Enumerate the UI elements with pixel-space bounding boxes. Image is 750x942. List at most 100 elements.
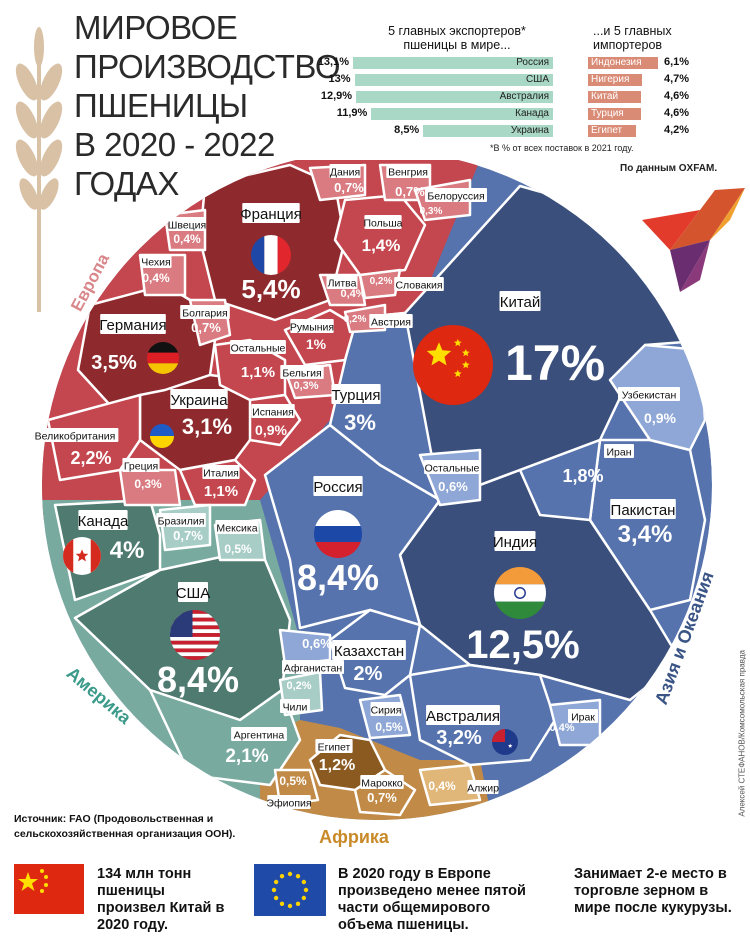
- exporter-bar: [354, 74, 553, 86]
- country-label-box: [122, 458, 160, 472]
- country-label: США: [176, 585, 211, 602]
- country-label-box: [332, 640, 406, 660]
- value-label: 0,3%: [293, 380, 318, 392]
- importer-name: Египет: [591, 125, 623, 136]
- france-flag-icon: [251, 235, 291, 275]
- importer-bar: [588, 74, 642, 86]
- exporter-bar: [353, 57, 553, 69]
- value-label: 8,4%: [297, 557, 379, 598]
- usa-flag-icon: [170, 610, 220, 660]
- importer-pct: 4,6%: [664, 107, 690, 119]
- country-label-box: [282, 660, 344, 674]
- country-label-box: [424, 460, 480, 474]
- country-label: Румыния: [290, 322, 334, 334]
- value-label: 1,4%: [362, 236, 401, 255]
- country-label-box: [499, 291, 541, 311]
- country-label: Швеция: [168, 220, 207, 232]
- country-label-box: [170, 389, 228, 409]
- country-label-box: [100, 314, 166, 334]
- country-label-box: [231, 727, 287, 741]
- value-label: 0,2%: [286, 680, 311, 692]
- country-label: Бельгия: [282, 368, 321, 380]
- value-label: 2,2%: [70, 448, 111, 468]
- trade-row: Канада 11,9% Турция 4,6%: [0, 107, 750, 121]
- country-label: Италия: [203, 468, 239, 480]
- country-label: Остальные: [231, 343, 286, 355]
- country-label: Украина: [170, 392, 228, 409]
- fao-source: Источник: FAO (Продовольственная и сельс…: [14, 813, 236, 840]
- country-label-box: [425, 188, 487, 202]
- exporter-name: Канада: [515, 108, 549, 119]
- eu-star-icon: [273, 879, 279, 885]
- country-label-box: [568, 709, 598, 723]
- country-label-box: [467, 780, 499, 794]
- value-label: 0,3%: [134, 477, 162, 491]
- trade-row: Украина 8,5% Египет 4,2%: [0, 124, 750, 138]
- country-label: Канада: [78, 513, 129, 530]
- importer-name: Турция: [591, 108, 624, 119]
- importer-name: Индонезия: [591, 57, 642, 68]
- country-label-box: [180, 305, 230, 319]
- value-label: 0,5%: [375, 720, 403, 734]
- country-label-box: [178, 582, 208, 602]
- country-label: Казахстан: [334, 643, 404, 660]
- value-label: 0,2%: [344, 314, 367, 325]
- value-label: 0,9%: [644, 410, 676, 426]
- country-label-box: [494, 531, 536, 551]
- trade-footnote: *В % от всех поставок в 2021 году.: [490, 143, 634, 153]
- fact-china: 134 млн тонн пшеницы произвел Китай в 20…: [97, 866, 225, 933]
- value-label: 2%: [354, 663, 383, 685]
- value-label: 0,4%: [142, 271, 170, 285]
- value-label: 2,1%: [225, 746, 268, 767]
- title-line: ГОДАХ: [74, 165, 179, 202]
- country-label: Мексика: [216, 523, 257, 535]
- country-label: Чили: [283, 702, 308, 714]
- importer-pct: 4,7%: [664, 73, 690, 85]
- country-label-box: [426, 705, 500, 725]
- exporter-name: США: [525, 74, 549, 85]
- canada-flag-icon: [63, 537, 101, 575]
- country-label: Испания: [252, 407, 294, 419]
- value-label: 3,1%: [182, 414, 232, 439]
- value-label: 5,4%: [241, 274, 300, 304]
- eu-star-icon: [287, 871, 293, 877]
- country-label-box: [394, 277, 444, 291]
- country-label: Египет: [318, 742, 351, 754]
- importers-header: ...и 5 главных импортеров: [593, 24, 672, 52]
- fact-europe: В 2020 году в Европе произведено менее п…: [338, 866, 526, 933]
- importer-pct: 6,1%: [664, 56, 690, 68]
- star-icon: [426, 342, 452, 366]
- country-label: Ирак: [571, 712, 595, 724]
- country-label-box: [215, 520, 259, 534]
- trade-row: Австралия 12,9% Китай 4,6%: [0, 90, 750, 104]
- value-label: 0,5%: [279, 774, 307, 788]
- value-label: 0,5%: [224, 542, 252, 556]
- value-label: 17%: [505, 335, 605, 391]
- country-label: Чехия: [141, 257, 170, 269]
- eu-star-icon: [301, 895, 307, 901]
- value-label: 0,7%: [367, 790, 397, 805]
- value-label: 0,6%: [302, 636, 332, 651]
- importer-bar: [588, 91, 641, 103]
- eu-star-icon: [295, 901, 301, 907]
- country-label-box: [386, 164, 430, 178]
- exporter-bar: [423, 125, 553, 137]
- eu-star-icon: [271, 887, 277, 893]
- country-label-box: [168, 217, 206, 231]
- value-label: 12,5%: [466, 623, 579, 667]
- country-label-box: [202, 465, 240, 479]
- value-label: 0,4%: [549, 722, 574, 734]
- country-label-box: [618, 387, 680, 401]
- importer-bar: [588, 125, 637, 137]
- country-label: Китай: [500, 294, 541, 311]
- value-label: 3,5%: [91, 352, 137, 374]
- country-label: Узбекистан: [622, 390, 677, 402]
- exporter-pct: 11,9%: [336, 107, 368, 119]
- eu-star-icon: [295, 873, 301, 879]
- value-label: 0,6%: [438, 479, 468, 494]
- country-label: Польша: [363, 218, 402, 230]
- exporter-name: Россия: [516, 57, 549, 68]
- china-flag-icon: [413, 325, 493, 405]
- country-label-box: [604, 444, 634, 458]
- value-label: 1,1%: [241, 364, 275, 381]
